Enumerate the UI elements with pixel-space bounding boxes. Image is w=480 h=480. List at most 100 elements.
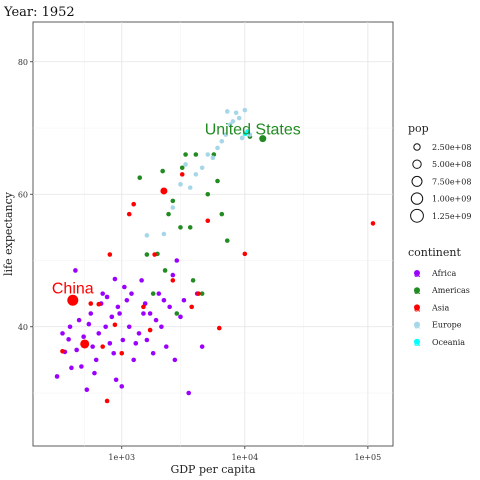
data-point-americas	[179, 165, 185, 171]
data-point-americas	[170, 198, 176, 204]
data-point-asia	[67, 294, 79, 306]
data-point-europe	[161, 231, 167, 237]
size-legend-label: 1.25e+09	[432, 212, 471, 221]
data-point-asia	[88, 301, 94, 306]
color-legend-dot	[414, 321, 420, 328]
data-point-europe	[144, 233, 150, 238]
data-point-americas	[259, 135, 267, 143]
x-axis-ticks: 1e+03 1e+04 1e+05	[108, 446, 381, 462]
data-point-africa	[54, 374, 60, 379]
data-point-africa	[167, 304, 172, 310]
size-legend-label: 5.00e+08	[432, 160, 471, 169]
data-point-africa	[150, 350, 156, 356]
data-point-africa	[122, 284, 127, 290]
data-point-africa	[107, 341, 113, 346]
data-point-africa	[163, 344, 169, 349]
data-point-africa	[172, 357, 178, 363]
data-point-europe	[233, 110, 239, 116]
data-point-asia	[370, 221, 376, 226]
data-point-africa	[199, 344, 205, 349]
data-point-americas	[219, 211, 225, 217]
data-point-americas	[174, 311, 180, 316]
data-point-europe	[187, 185, 193, 190]
data-point-americas	[144, 252, 150, 257]
size-legend-circle	[411, 175, 423, 187]
data-point-europe	[239, 135, 245, 141]
size-legend-label: 7.50e+08	[432, 177, 471, 186]
data-point-americas	[150, 291, 156, 296]
data-point-asia	[112, 322, 118, 328]
data-point-africa	[103, 324, 108, 330]
color-legend-label: Oceania	[432, 338, 465, 347]
data-point-africa	[113, 377, 119, 383]
grid-lines	[33, 22, 393, 446]
color-legend-key: a	[414, 302, 421, 314]
color-legend-dot	[414, 270, 420, 276]
y-tick-label: 80	[18, 58, 28, 67]
plot-panel: China United States	[32, 21, 394, 447]
color-legend: continent a Africa a Americas a Asia a Europe a O…	[408, 246, 470, 349]
data-point-asia	[147, 327, 153, 333]
y-axis-label: life expectancy	[2, 191, 15, 276]
data-point-africa	[136, 331, 142, 336]
data-point-europe	[183, 162, 188, 167]
data-point-africa	[69, 365, 74, 371]
data-point-americas	[162, 268, 168, 273]
data-point-europe	[178, 182, 183, 187]
y-axis-ticks: 40 60 80	[18, 58, 33, 332]
data-point-asia	[179, 172, 185, 177]
data-point-asia	[160, 187, 168, 195]
x-axis-label: GDP per capita	[170, 463, 256, 476]
data-point-americas	[178, 225, 183, 230]
data-point-africa	[139, 278, 144, 283]
plot-border	[32, 21, 394, 447]
data-point-asia	[107, 252, 113, 257]
data-point-europe	[230, 119, 236, 124]
data-point-americas	[183, 152, 188, 157]
x-tick-label: 1e+05	[355, 453, 382, 462]
data-point-europe	[210, 155, 216, 161]
data-point-africa	[129, 291, 134, 296]
data-point-africa	[159, 324, 164, 330]
data-point-europe	[236, 115, 242, 121]
data-point-asia	[152, 252, 157, 257]
color-legend-dot	[414, 338, 420, 345]
data-point-africa	[60, 331, 65, 336]
size-legend-circle	[412, 159, 422, 169]
color-legend-label: Africa	[431, 269, 456, 278]
data-point-americas	[160, 168, 165, 174]
data-point-africa	[156, 291, 162, 296]
data-point-europe	[193, 172, 199, 177]
data-point-asia	[60, 348, 65, 354]
data-point-africa	[84, 387, 90, 392]
data-point-asia	[205, 218, 211, 224]
data-point-europe	[223, 132, 229, 137]
color-legend-title: continent	[408, 246, 461, 259]
data-point-americas	[205, 191, 211, 197]
size-legend-label: 1.00e+09	[432, 195, 471, 204]
color-legend-dot	[414, 287, 420, 294]
data-point-asia	[170, 278, 176, 283]
y-tick-label: 60	[18, 190, 28, 199]
data-point-africa	[66, 337, 71, 342]
data-point-africa	[119, 384, 125, 389]
data-point-africa	[74, 347, 79, 353]
data-point-asia	[119, 350, 125, 356]
annotation-label: United States	[205, 122, 301, 139]
data-point-europe	[227, 122, 233, 127]
data-point-africa	[100, 291, 105, 296]
year-label: Year: 1952	[3, 5, 75, 20]
data-point-africa	[117, 311, 122, 316]
data-point-americas	[193, 152, 199, 157]
data-point-europe	[215, 145, 220, 151]
data-point-asia	[196, 291, 201, 296]
color-legend-key: a	[414, 285, 421, 297]
size-legend-title: pop	[408, 122, 429, 135]
data-point-asia	[189, 304, 194, 310]
data-point-africa	[96, 331, 102, 336]
data-point-africa	[90, 344, 95, 349]
data-point-africa	[104, 294, 110, 300]
data-point-asia	[96, 301, 102, 307]
data-point-africa	[144, 337, 150, 343]
